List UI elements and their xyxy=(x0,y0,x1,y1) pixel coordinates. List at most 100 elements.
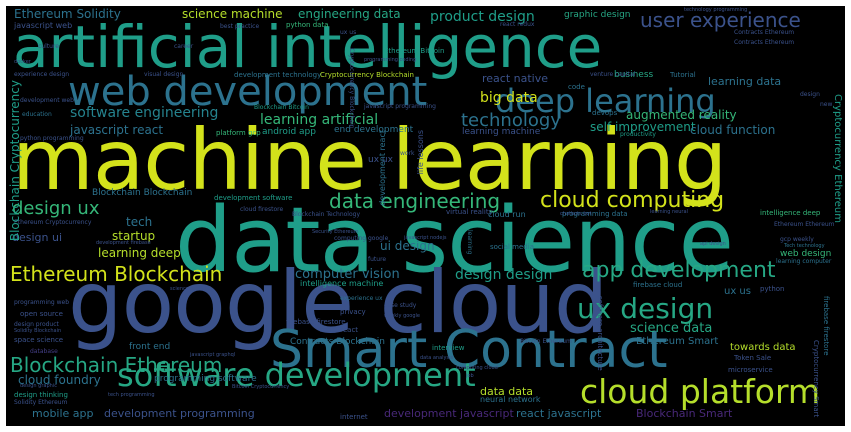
word-javascript-react: javascript react xyxy=(70,123,164,137)
word-cloud-computing: cloud computing xyxy=(540,188,725,213)
word-solidity-blockchain: Solidity Blockchain xyxy=(14,328,62,334)
word-weekly-google: weekly google xyxy=(384,313,421,319)
word-react-native: react native xyxy=(482,72,549,85)
word-programming-data: programming data xyxy=(562,210,628,218)
word-science-artificial: science artificial xyxy=(170,286,211,292)
word-solidity-ethereum: Solidity Ethereum xyxy=(14,399,68,406)
word-python: python xyxy=(760,285,785,293)
word-development-software: development software xyxy=(214,194,293,202)
word-ethereum-solidity: Ethereum Solidity xyxy=(14,7,121,21)
word-development-firebase: development firebase xyxy=(96,240,151,246)
word-job: job xyxy=(466,373,474,379)
word-docker: docker xyxy=(14,59,31,65)
word-code: code xyxy=(568,83,585,91)
word-learning-deep: learning deep xyxy=(98,246,181,260)
word-tech-programming: tech programming xyxy=(108,392,155,398)
word-neural-network: neural network xyxy=(480,395,541,404)
word-data-science: data science xyxy=(175,188,734,293)
word-smart-contract: Smart Contract xyxy=(270,320,668,380)
word-blockchain-smart: Blockchain Smart xyxy=(636,407,733,420)
word-learning-artificial: learning artificial xyxy=(260,112,379,128)
word-chatbots-bot: chatbots bot xyxy=(560,211,592,217)
word-app-development: app development xyxy=(582,258,776,283)
word-programming-coding: programming coding xyxy=(364,57,417,63)
word-data-engineering: data engineering xyxy=(329,189,501,213)
word-ui-design: ui design xyxy=(380,239,435,253)
word-future: future xyxy=(368,256,387,263)
word-social-media: social media xyxy=(490,243,534,251)
word-experience-design: experience design xyxy=(14,71,70,78)
word-development-react: development react xyxy=(378,130,387,206)
word-startup: startup xyxy=(112,229,156,243)
word-intelligence-machine: intelligence machine xyxy=(300,279,384,288)
word-learning-neural: learning neural xyxy=(650,209,688,215)
word-development-web: development web xyxy=(20,97,74,104)
word-programming-web: programming web xyxy=(14,299,70,306)
word-computing-cloud: computing cloud xyxy=(456,365,498,371)
word-front-end: front end xyxy=(129,342,171,352)
word-product-design: product design xyxy=(430,9,535,25)
word-cloud-foundry: cloud foundry xyxy=(18,373,101,387)
word-virtual-reality: virtual reality xyxy=(446,208,493,216)
word-ethereum-bitcoin: Ethereum Bitcoin xyxy=(384,47,445,55)
word-computing-google: computing google xyxy=(334,235,389,242)
word-education: education xyxy=(22,111,52,118)
word-data-analysis: data analysis xyxy=(420,355,454,361)
word-software-engineering: software engineering xyxy=(70,105,219,121)
word-react-javascript: react javascript xyxy=(516,407,602,420)
word-javascript-nodejs: javascript nodejs xyxy=(404,235,447,241)
word-android-app: android app xyxy=(262,127,316,137)
word-ux-us: ux us xyxy=(724,286,751,297)
word-contracts-ethereum-2: Contracts Ethereum xyxy=(734,39,795,46)
word-blockchain-ethereum: Blockchain Ethereum xyxy=(10,353,223,377)
word-blockchain-cryptocurrency: Blockchain Cryptocurrency xyxy=(8,80,22,242)
word-open-source: open source xyxy=(20,310,63,318)
word-ethereum-smart: Ethereum Smart xyxy=(636,336,719,347)
word-firebase-firestore: firebase firestore xyxy=(286,318,346,326)
word-learning-machine: learning machine xyxy=(462,127,541,137)
word-firebase-cloud: firebase cloud xyxy=(633,281,683,289)
word-react-react: react react xyxy=(320,326,359,334)
word-deep-learning: deep learning xyxy=(495,82,716,120)
word-ethereum-blockchain: Ethereum Blockchain xyxy=(10,262,223,286)
word-learning-computer: learning computer xyxy=(776,258,832,265)
word-firebase-firestore-2: firebase firestore xyxy=(822,296,830,356)
word-venture-capital: venture capital xyxy=(590,71,636,78)
word-blockchain-technology: Blockchain Technology xyxy=(292,211,360,218)
word-javascript-programming: javascript programming xyxy=(364,103,436,110)
word-design-ui: design ui xyxy=(12,231,63,244)
word-machine-learning: machine learning xyxy=(12,111,727,209)
word-design-ux: design ux xyxy=(12,198,100,219)
word-software-development: software development xyxy=(117,356,476,394)
word-technology: technology xyxy=(461,110,561,131)
word-experience-ux: experience ux xyxy=(340,295,383,302)
word-web-development: web development xyxy=(68,69,428,115)
word-work: work xyxy=(400,150,415,157)
word-bitcoin-ethereum: Bitcoin Ethereum xyxy=(520,338,572,345)
word-cryptocurrency-blockchain-v: Cryptocurrency Blockchain xyxy=(348,48,355,129)
word-user-experience: user experience xyxy=(640,8,801,32)
word-security-ethereum: Security Ethereum xyxy=(312,229,359,235)
word-ux-design: ux design xyxy=(577,292,714,325)
word-web-design: web design xyxy=(780,249,832,259)
word-learning-data: learning data xyxy=(708,75,782,88)
word-data-data: data data xyxy=(480,385,534,398)
word-mobile-app: mobile app xyxy=(32,407,94,420)
word-technology-programming: technology programming xyxy=(684,7,748,13)
word-intelligence-deep: intelligence deep xyxy=(760,209,821,217)
word-computer-vision: computer vision xyxy=(295,267,400,282)
word-python-data: python data xyxy=(286,21,329,29)
word-google-cloud: google cloud xyxy=(68,253,608,353)
word-ethereum-cryptocurrency: Ethereum Cryptocurrency xyxy=(14,219,92,226)
word-cloud-platform: cloud platform xyxy=(580,372,821,411)
word-programming-software: programming software xyxy=(154,374,257,384)
word-design-product: design product xyxy=(14,321,59,328)
word-software-architecture: software architecture xyxy=(596,296,604,371)
word-new: new xyxy=(820,101,833,108)
word-cryptocurrency-ethereum: Cryptocurrency Ethereum xyxy=(832,94,843,223)
word-towards-data: towards data xyxy=(730,342,796,353)
word-devops: devops xyxy=(592,109,618,117)
word-contracts-ethereum: Contracts Ethereum xyxy=(734,29,795,36)
word-cloud-run: cloud run xyxy=(488,210,526,219)
word-token-sale: Token Sale xyxy=(734,354,772,362)
